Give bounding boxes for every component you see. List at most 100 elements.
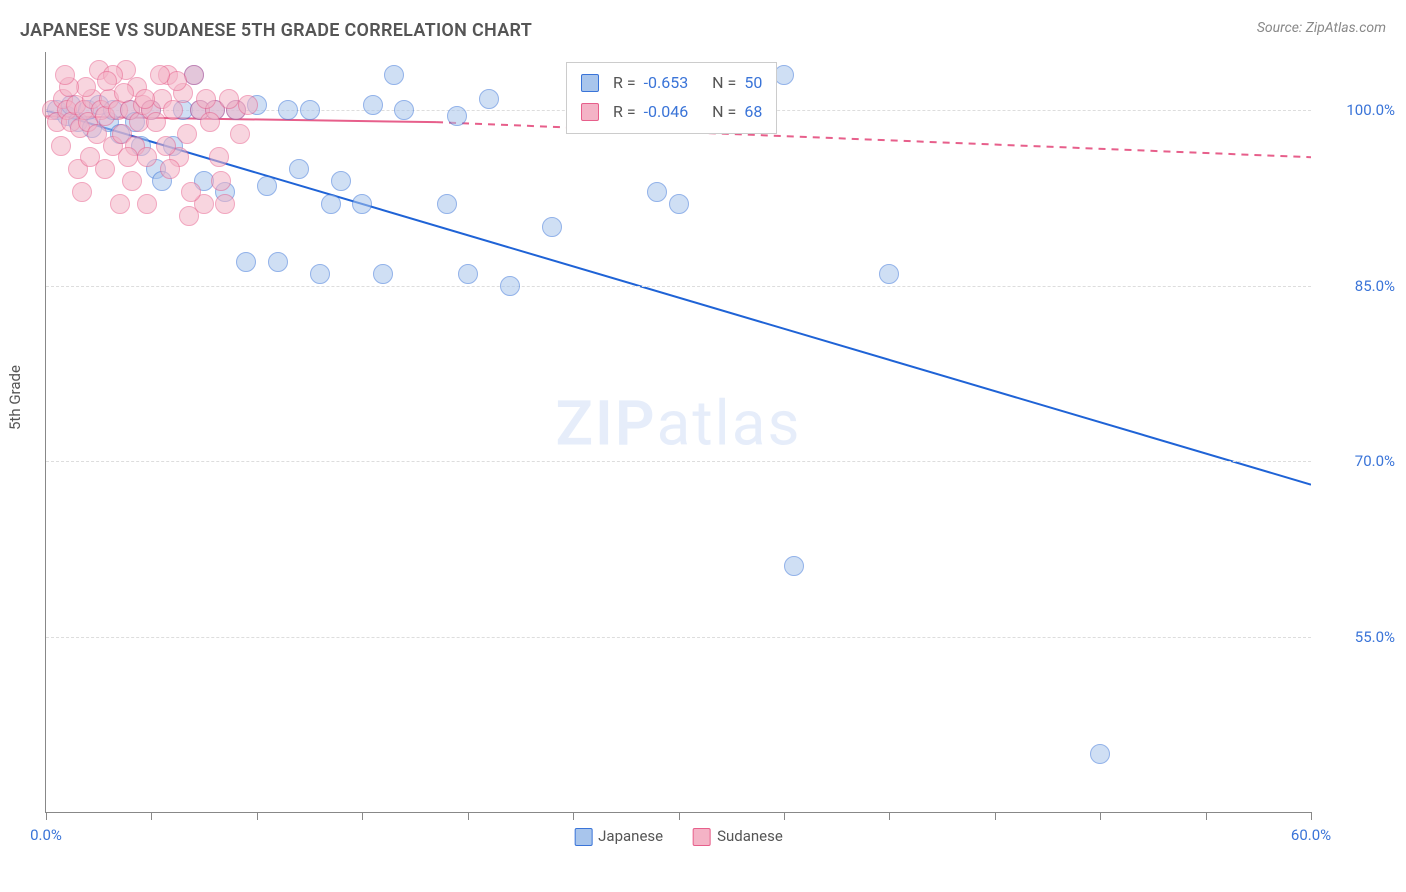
legend-swatch — [574, 828, 592, 846]
x-tick-mark — [889, 812, 890, 820]
plot-area: ZIPatlas 100.0%85.0%70.0%55.0%0.0%60.0%J… — [45, 52, 1311, 813]
x-tick-mark — [995, 812, 996, 820]
data-point — [363, 95, 383, 115]
trend-line — [46, 110, 1311, 484]
legend-swatch — [581, 74, 599, 92]
data-point — [137, 147, 157, 167]
data-point — [160, 159, 180, 179]
data-point — [447, 106, 467, 126]
data-point — [352, 194, 372, 214]
data-point — [55, 65, 75, 85]
y-tick-label: 100.0% — [1325, 101, 1395, 119]
data-point — [146, 112, 166, 132]
y-axis-label: 5th Grade — [6, 365, 24, 430]
data-point — [394, 100, 414, 120]
data-point — [238, 95, 258, 115]
data-point — [879, 264, 899, 284]
data-point — [135, 89, 155, 109]
watermark: ZIPatlas — [556, 388, 802, 461]
gridline — [46, 637, 1311, 638]
n-label: N = — [712, 98, 736, 127]
data-point — [384, 65, 404, 85]
watermark-zip: ZIP — [556, 388, 657, 461]
x-tick-label: 60.0% — [1291, 826, 1331, 844]
data-point — [669, 194, 689, 214]
legend-item: Japanese — [574, 827, 663, 846]
data-point — [289, 159, 309, 179]
correlation-row: R = -0.653 N = 50 — [581, 69, 762, 98]
data-point — [118, 147, 138, 167]
x-tick-label: 0.0% — [30, 826, 62, 844]
x-tick-mark — [679, 812, 680, 820]
data-point — [200, 112, 220, 132]
data-point — [219, 89, 239, 109]
x-tick-mark — [784, 812, 785, 820]
n-value: 68 — [744, 98, 762, 127]
r-label: R = — [613, 98, 636, 127]
data-point — [114, 83, 134, 103]
data-point — [163, 100, 183, 120]
data-point — [784, 556, 804, 576]
chart-container: JAPANESE VS SUDANESE 5TH GRADE CORRELATI… — [0, 0, 1406, 892]
y-tick-label: 85.0% — [1325, 277, 1395, 295]
gridline — [46, 461, 1311, 462]
data-point — [236, 252, 256, 272]
n-value: 50 — [744, 69, 762, 98]
data-point — [479, 89, 499, 109]
gridline — [46, 286, 1311, 287]
data-point — [97, 71, 117, 91]
legend-swatch — [693, 828, 711, 846]
x-tick-mark — [1311, 812, 1312, 820]
data-point — [373, 264, 393, 284]
chart-title: JAPANESE VS SUDANESE 5TH GRADE CORRELATI… — [20, 20, 532, 41]
data-point — [110, 194, 130, 214]
data-point — [150, 65, 170, 85]
legend-swatch — [581, 103, 599, 121]
data-point — [80, 147, 100, 167]
data-point — [230, 124, 250, 144]
data-point — [72, 182, 92, 202]
legend-bottom: Japanese Sudanese — [574, 827, 783, 846]
watermark-atlas: atlas — [657, 388, 802, 461]
data-point — [278, 100, 298, 120]
data-point — [437, 194, 457, 214]
data-point — [51, 136, 71, 156]
x-tick-mark — [362, 812, 363, 820]
data-point — [542, 217, 562, 237]
r-value: -0.653 — [644, 69, 689, 98]
r-label: R = — [613, 69, 636, 98]
data-point — [215, 194, 235, 214]
r-value: -0.046 — [644, 98, 689, 127]
data-point — [209, 147, 229, 167]
y-tick-label: 70.0% — [1325, 452, 1395, 470]
legend-item: Sudanese — [693, 827, 783, 846]
data-point — [177, 124, 197, 144]
x-tick-mark — [1100, 812, 1101, 820]
data-point — [331, 171, 351, 191]
x-tick-mark — [1206, 812, 1207, 820]
correlation-row: R = -0.046 N = 68 — [581, 98, 762, 127]
data-point — [458, 264, 478, 284]
data-point — [500, 276, 520, 296]
data-point — [156, 136, 176, 156]
data-point — [122, 171, 142, 191]
data-point — [137, 194, 157, 214]
data-point — [257, 176, 277, 196]
correlation-legend: R = -0.653 N = 50 R = -0.046 N = 68 — [566, 62, 777, 134]
x-tick-mark — [573, 812, 574, 820]
data-point — [268, 252, 288, 272]
legend-label: Sudanese — [717, 827, 783, 845]
data-point — [1090, 744, 1110, 764]
data-point — [211, 171, 231, 191]
data-point — [321, 194, 341, 214]
x-tick-mark — [151, 812, 152, 820]
x-tick-mark — [468, 812, 469, 820]
data-point — [196, 89, 216, 109]
legend-label: Japanese — [598, 827, 663, 845]
x-tick-mark — [257, 812, 258, 820]
n-label: N = — [712, 69, 736, 98]
data-point — [310, 264, 330, 284]
data-point — [181, 182, 201, 202]
y-tick-label: 55.0% — [1325, 628, 1395, 646]
data-point — [647, 182, 667, 202]
